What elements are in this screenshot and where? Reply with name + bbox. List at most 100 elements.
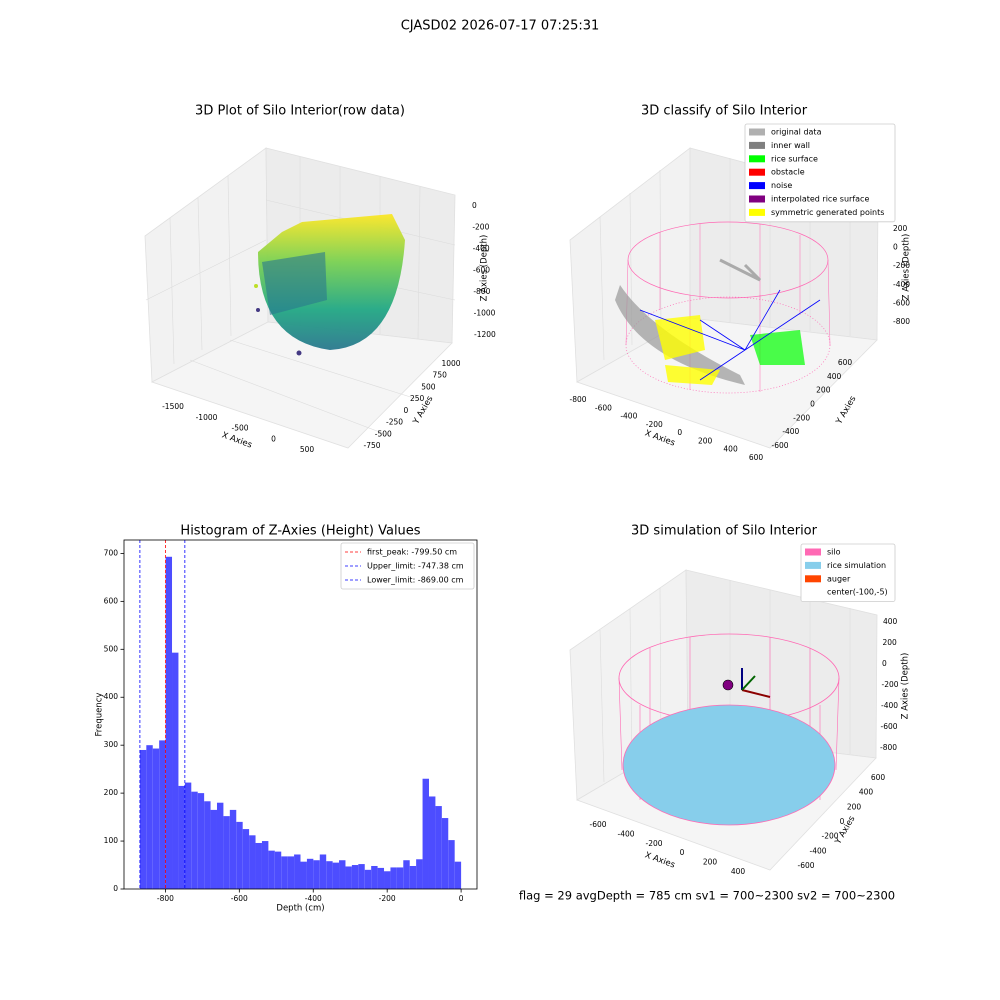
- x-axis-label: X Axies: [643, 850, 676, 870]
- histogram-bar: [268, 850, 275, 889]
- x-tick-label: -200: [379, 894, 396, 903]
- histogram-bar: [178, 785, 185, 889]
- histogram-bar: [274, 851, 282, 889]
- histogram-bar: [345, 866, 352, 889]
- histogram-bar: [184, 782, 192, 889]
- x-tick-label: 600: [749, 453, 764, 462]
- legend-swatch: [749, 155, 765, 163]
- z-tick-label: 0: [893, 243, 898, 252]
- y-tick-label: 400: [104, 692, 119, 701]
- x-axis-label: X Axies: [220, 430, 253, 450]
- legend-swatch: [749, 168, 765, 176]
- legend-label: silo: [827, 548, 841, 557]
- y-tick-label: -200: [821, 832, 838, 841]
- histogram-bar: [210, 809, 217, 889]
- legend-swatch: [749, 182, 765, 190]
- legend: first_peak: -799.50 cm Upper_limit: -747.…: [340, 542, 475, 590]
- y-tick-label: 0: [403, 406, 408, 415]
- y-tick-label: -600: [771, 441, 788, 450]
- histogram-bar: [287, 856, 295, 889]
- chart-title: Histogram of Z-Axies (Height) Values: [180, 524, 420, 539]
- legend-label: obstacle: [771, 168, 805, 177]
- histogram-bar: [371, 865, 378, 889]
- z-tick-label: 400: [883, 617, 898, 626]
- x-tick-label: -600: [589, 820, 606, 829]
- histogram-bar: [242, 829, 250, 889]
- x-tick-label: -800: [157, 894, 174, 903]
- z-tick-label: -200: [893, 261, 910, 270]
- legend-label: interpolated rice surface: [771, 195, 869, 204]
- z-tick-label: -600: [473, 266, 490, 275]
- histogram-bar: [139, 749, 147, 889]
- x-tick-label: -400: [620, 412, 637, 421]
- y-tick-label: 1000: [441, 359, 460, 368]
- y-tick-label: 600: [104, 596, 119, 605]
- y-tick-label: 750: [433, 371, 448, 380]
- histogram-bar: [416, 859, 423, 889]
- legend-swatch: [749, 128, 765, 136]
- x-tick-label: -400: [617, 829, 634, 838]
- x-tick-label: -400: [305, 894, 322, 903]
- x-tick-label: 400: [723, 445, 738, 454]
- histogram-bar: [409, 865, 417, 889]
- z-tick-label: -800: [473, 287, 490, 296]
- y-tick-label: 250: [410, 394, 425, 403]
- y-axis-label: Frequency: [95, 693, 105, 737]
- x-tick-label: 200: [698, 436, 713, 445]
- histogram-bar: [448, 840, 455, 889]
- y-tick-label: -500: [375, 429, 392, 438]
- x-tick-label: 200: [703, 858, 718, 867]
- z-tick-label: 200: [883, 638, 898, 647]
- x-tick-label: -600: [595, 403, 612, 412]
- x-tick-label: -800: [569, 395, 586, 404]
- legend-swatch: [749, 195, 765, 203]
- histogram-bar: [294, 854, 301, 889]
- chart-title: 3D Plot of Silo Interior(row data): [195, 104, 405, 119]
- histogram-bar: [191, 791, 198, 889]
- legend-box: [340, 542, 475, 590]
- chart-title: 3D simulation of Silo Interior: [631, 524, 818, 539]
- y-tick-label: 200: [104, 788, 119, 797]
- z-tick-label: -400: [473, 244, 490, 253]
- legend-label: rice surface: [771, 154, 818, 163]
- histogram-bar: [261, 841, 269, 889]
- legend-label: rice simulation: [827, 561, 886, 570]
- y-tick-label: 200: [847, 802, 862, 811]
- z-axis-label: Z Axies (Depth): [901, 653, 911, 720]
- y-tick-label: 600: [871, 773, 886, 782]
- histogram-bar: [390, 867, 397, 889]
- y-tick-label: 500: [104, 644, 119, 653]
- z-tick-label: -800: [893, 317, 910, 326]
- legend-label: auger: [827, 574, 851, 583]
- y-tick-label: 0: [810, 400, 815, 409]
- y-tick-label: -200: [793, 413, 810, 422]
- y-tick-label: 300: [104, 740, 119, 749]
- histogram-bar: [172, 652, 179, 889]
- y-tick-label: 100: [104, 836, 119, 845]
- histogram-bar: [454, 861, 462, 889]
- z-axis-label: Z Axies (Depth): [480, 235, 490, 302]
- x-tick-label: 0: [271, 434, 276, 443]
- z-tick-label: -400: [893, 280, 910, 289]
- x-tick-label: -200: [645, 839, 662, 848]
- histogram-bar: [441, 818, 449, 889]
- y-tick-label: 700: [104, 548, 119, 557]
- histogram-bar: [197, 793, 205, 889]
- histogram-bar: [377, 867, 385, 889]
- legend-swatch: [805, 561, 821, 569]
- y-tick-label: 400: [827, 372, 842, 381]
- legend: original data inner wall rice surface obsta…: [744, 123, 896, 223]
- y-tick-label: 0: [113, 884, 118, 893]
- x-tick-label: 500: [300, 445, 315, 454]
- legend-label: Upper_limit: -747.38 cm: [367, 562, 464, 571]
- x-tick-label: 400: [731, 867, 746, 876]
- legend-swatch: [805, 575, 821, 583]
- histogram-bar: [236, 821, 243, 889]
- histogram-bar: [281, 856, 288, 889]
- legend-label: center(-100,-5): [827, 588, 888, 597]
- z-tick-label: -1200: [474, 330, 496, 339]
- y-tick-label: 400: [859, 788, 874, 797]
- panel-3d-simulation: [569, 569, 878, 871]
- legend-swatch: [805, 588, 821, 596]
- z-tick-label: 0: [882, 659, 887, 668]
